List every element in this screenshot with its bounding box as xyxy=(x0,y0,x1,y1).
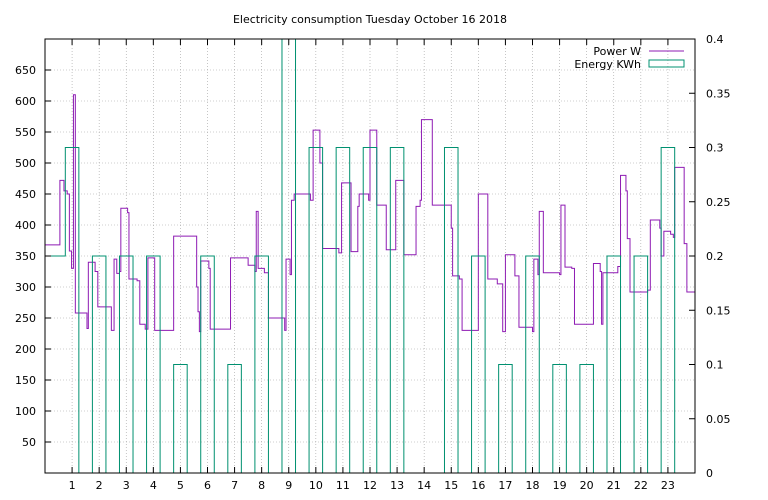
x-tick-label: 15 xyxy=(444,479,458,492)
y2-tick-label: 0.25 xyxy=(706,196,731,209)
axes: 1 2 3 4 5 6 7 8 9 10 11 12 13 14 15 16 17 18 19 20 21 22 23501… xyxy=(15,33,731,492)
x-tick-label: 5 xyxy=(177,479,184,492)
x-tick-label: 3 xyxy=(123,479,130,492)
y-tick-label: 200 xyxy=(15,343,36,356)
x-tick-label: 20 xyxy=(580,479,594,492)
y-tick-label: 250 xyxy=(15,312,36,325)
y2-tick-label: 0.15 xyxy=(706,304,731,317)
x-tick-label: 2 xyxy=(96,479,103,492)
y-tick-label: 300 xyxy=(15,281,36,294)
y2-tick-label: 0.05 xyxy=(706,413,731,426)
x-tick-label: 19 xyxy=(553,479,567,492)
y-tick-label: 550 xyxy=(15,126,36,139)
y2-tick-label: 0.4 xyxy=(706,33,724,46)
x-tick-label: 10 xyxy=(309,479,323,492)
x-tick-label: 16 xyxy=(471,479,485,492)
y-tick-label: 500 xyxy=(15,157,36,170)
x-tick-label: 9 xyxy=(285,479,292,492)
x-tick-label: 6 xyxy=(204,479,211,492)
series-line-power xyxy=(45,94,695,333)
x-tick-label: 8 xyxy=(258,479,265,492)
y-tick-label: 50 xyxy=(22,436,36,449)
x-tick-label: 4 xyxy=(150,479,157,492)
x-tick-label: 12 xyxy=(363,479,377,492)
y-tick-label: 350 xyxy=(15,250,36,263)
y-tick-label: 150 xyxy=(15,374,36,387)
x-tick-label: 22 xyxy=(634,479,648,492)
y2-tick-label: 0.2 xyxy=(706,250,724,263)
x-tick-label: 13 xyxy=(390,479,404,492)
y-tick-label: 650 xyxy=(15,64,36,77)
y2-tick-label: 0 xyxy=(706,467,713,480)
x-tick-label: 11 xyxy=(336,479,350,492)
y-tick-label: 600 xyxy=(15,95,36,108)
x-tick-label: 7 xyxy=(231,479,238,492)
chart-title: Electricity consumption Tuesday October … xyxy=(233,13,507,26)
y2-tick-label: 0.3 xyxy=(706,142,724,155)
x-tick-label: 21 xyxy=(607,479,621,492)
x-tick-label: 18 xyxy=(526,479,540,492)
y2-tick-label: 0.1 xyxy=(706,359,724,372)
x-tick-label: 14 xyxy=(417,479,431,492)
legend-label-energy: Energy KWh xyxy=(574,58,641,71)
y-tick-label: 100 xyxy=(15,405,36,418)
y-tick-label: 450 xyxy=(15,188,36,201)
x-tick-label: 1 xyxy=(69,479,76,492)
x-tick-label: 23 xyxy=(661,479,675,492)
legend: Power W Energy KWh xyxy=(574,45,685,71)
legend-swatch-energy xyxy=(648,59,685,68)
y-tick-label: 400 xyxy=(15,219,36,232)
legend-label-power: Power W xyxy=(593,45,641,58)
y2-tick-label: 0.35 xyxy=(706,87,731,100)
x-tick-label: 17 xyxy=(498,479,512,492)
